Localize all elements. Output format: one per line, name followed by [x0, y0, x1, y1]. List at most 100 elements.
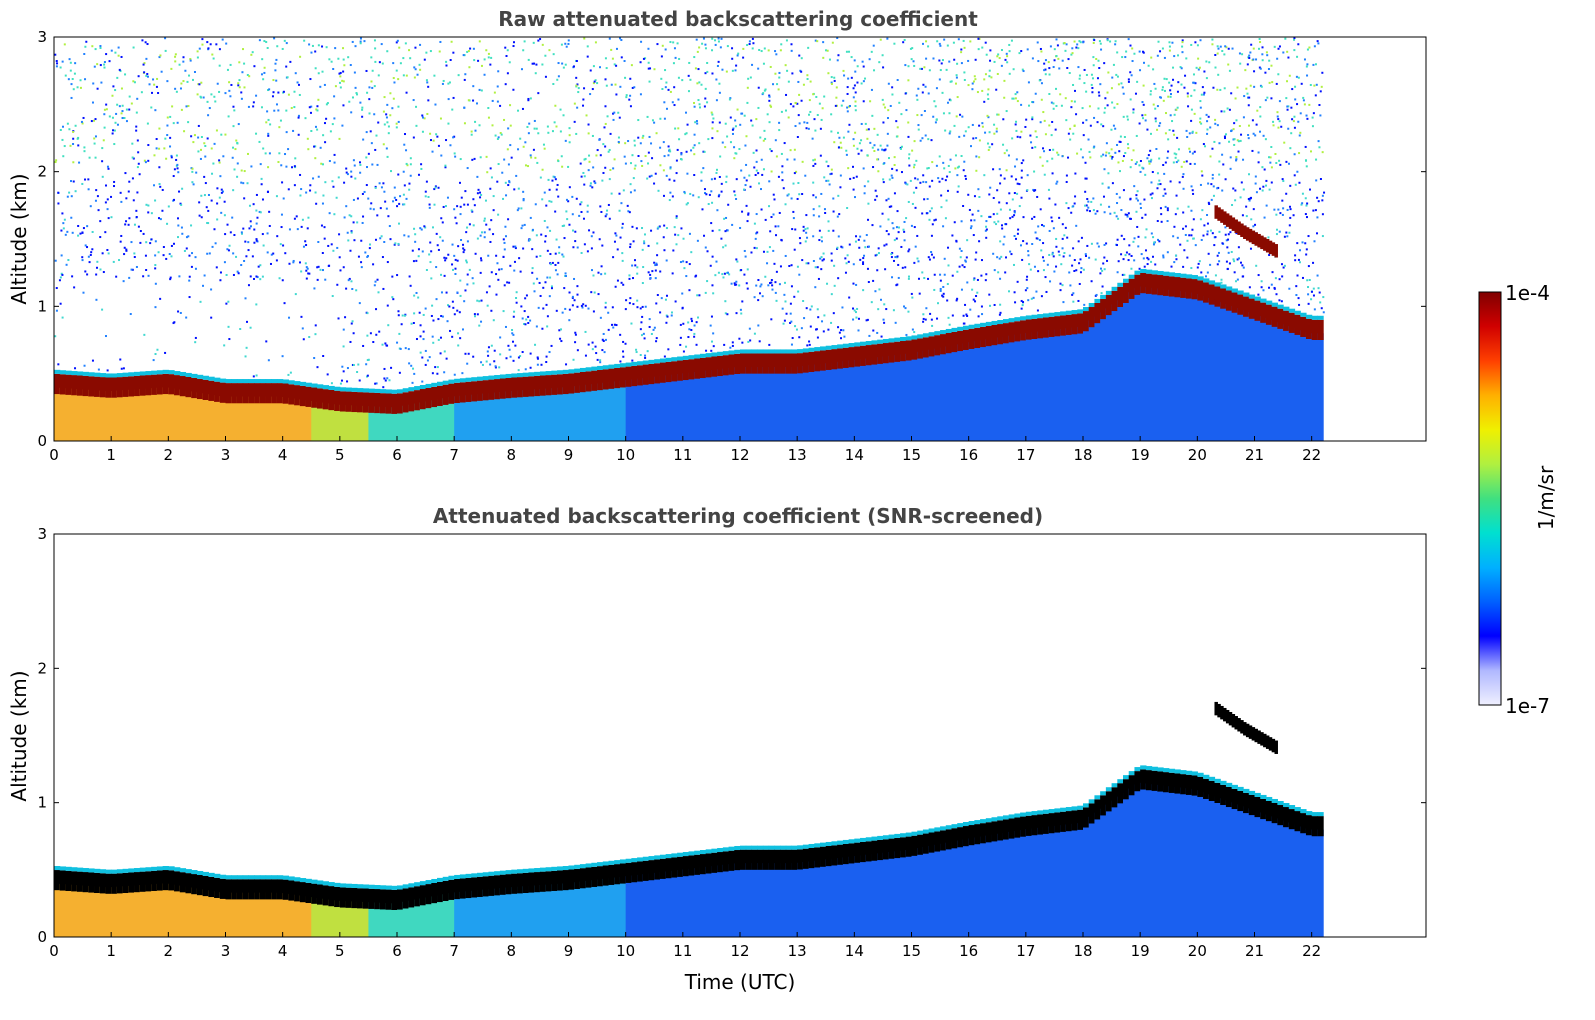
noise-pixel	[774, 291, 777, 294]
noise-pixel	[640, 160, 643, 163]
noise-pixel	[1129, 71, 1132, 74]
layer-fringe-cell	[134, 371, 141, 376]
noise-pixel	[339, 71, 342, 74]
noise-pixel	[472, 85, 475, 88]
noise-pixel	[237, 123, 240, 126]
noise-pixel	[132, 46, 135, 49]
noise-pixel	[1015, 158, 1018, 161]
noise-pixel	[232, 189, 235, 192]
noise-pixel	[1221, 153, 1224, 156]
noise-pixel	[650, 229, 653, 232]
noise-pixel	[373, 113, 376, 116]
noise-pixel	[641, 164, 644, 167]
layer-fringe-cell	[414, 386, 421, 391]
raw-backscatter-panel: Raw attenuated backscattering coefficien…	[7, 7, 1427, 464]
noise-pixel	[195, 171, 198, 174]
noise-pixel	[236, 175, 239, 178]
noise-pixel	[169, 145, 172, 148]
noise-pixel	[971, 123, 974, 126]
noise-pixel	[860, 139, 863, 142]
noise-pixel	[63, 145, 66, 148]
noise-pixel	[485, 291, 488, 294]
noise-pixel	[532, 41, 535, 44]
noise-pixel	[142, 232, 145, 235]
noise-pixel	[478, 88, 481, 91]
noise-pixel	[1196, 44, 1199, 47]
noise-pixel	[763, 47, 766, 50]
noise-pixel	[955, 74, 958, 77]
aerosol-column-cell	[1014, 334, 1021, 441]
noise-pixel	[325, 46, 328, 49]
aerosol-column-cell	[1203, 295, 1210, 441]
noise-pixel	[341, 365, 344, 368]
layer-top-cell	[402, 392, 410, 413]
layer-top-cell	[1088, 307, 1096, 328]
noise-pixel	[868, 334, 871, 337]
noise-pixel	[147, 159, 150, 162]
noise-pixel	[660, 55, 663, 58]
noise-pixel	[947, 264, 950, 267]
noise-pixel	[697, 68, 700, 71]
noise-pixel	[862, 80, 865, 83]
noise-pixel	[453, 254, 456, 257]
noise-pixel	[420, 167, 423, 170]
noise-pixel	[711, 72, 714, 75]
noise-pixel	[755, 118, 758, 121]
noise-pixel	[931, 223, 934, 226]
noise-pixel	[1067, 207, 1070, 210]
layer-fringe-cell	[437, 381, 444, 386]
noise-pixel	[735, 280, 738, 283]
noise-pixel	[1190, 267, 1193, 270]
noise-pixel	[248, 227, 251, 230]
noise-pixel	[1099, 272, 1102, 275]
noise-pixel	[856, 81, 859, 84]
noise-pixel	[685, 261, 688, 264]
noise-pixel	[905, 333, 908, 336]
noise-pixel	[96, 260, 99, 263]
noise-pixel	[190, 224, 193, 227]
noise-pixel	[1246, 63, 1249, 66]
noise-pixel	[711, 121, 714, 124]
layer-fringe-cell	[214, 377, 221, 382]
noise-pixel	[697, 316, 700, 319]
noise-pixel	[408, 182, 411, 185]
noise-pixel	[904, 266, 907, 269]
noise-pixel	[1206, 233, 1209, 236]
noise-pixel	[267, 132, 270, 135]
noise-pixel	[773, 198, 776, 201]
noise-pixel	[818, 229, 821, 232]
noise-pixel	[579, 203, 582, 206]
noise-pixel	[830, 293, 833, 296]
noise-pixel	[552, 53, 555, 56]
noise-pixel	[1118, 170, 1121, 173]
noise-pixel	[89, 205, 92, 208]
noise-pixel	[492, 209, 495, 212]
noise-pixel	[1211, 147, 1214, 150]
layer-top-cell	[1020, 320, 1027, 341]
noise-pixel	[550, 285, 553, 288]
noise-pixel	[188, 275, 191, 278]
noise-pixel	[832, 197, 835, 200]
noise-pixel	[324, 278, 327, 281]
noise-pixel	[675, 172, 678, 175]
noise-pixel	[529, 154, 532, 157]
noise-pixel	[739, 226, 742, 229]
noise-pixel	[1088, 210, 1091, 213]
noise-pixel	[753, 296, 756, 299]
noise-pixel	[668, 199, 671, 202]
noise-pixel	[319, 146, 322, 149]
layer-top-cell	[231, 383, 238, 404]
noise-pixel	[255, 374, 258, 377]
noise-pixel	[222, 155, 225, 158]
noise-pixel	[1173, 261, 1176, 264]
noise-pixel	[548, 49, 551, 52]
noise-pixel	[461, 328, 464, 331]
noise-pixel	[751, 37, 754, 40]
noise-pixel	[1026, 287, 1029, 290]
noise-pixel	[370, 142, 373, 145]
noise-pixel	[314, 333, 317, 336]
layer-top-cell	[1100, 298, 1107, 320]
noise-pixel	[61, 138, 64, 141]
noise-pixel	[863, 254, 866, 257]
noise-pixel	[117, 54, 120, 57]
